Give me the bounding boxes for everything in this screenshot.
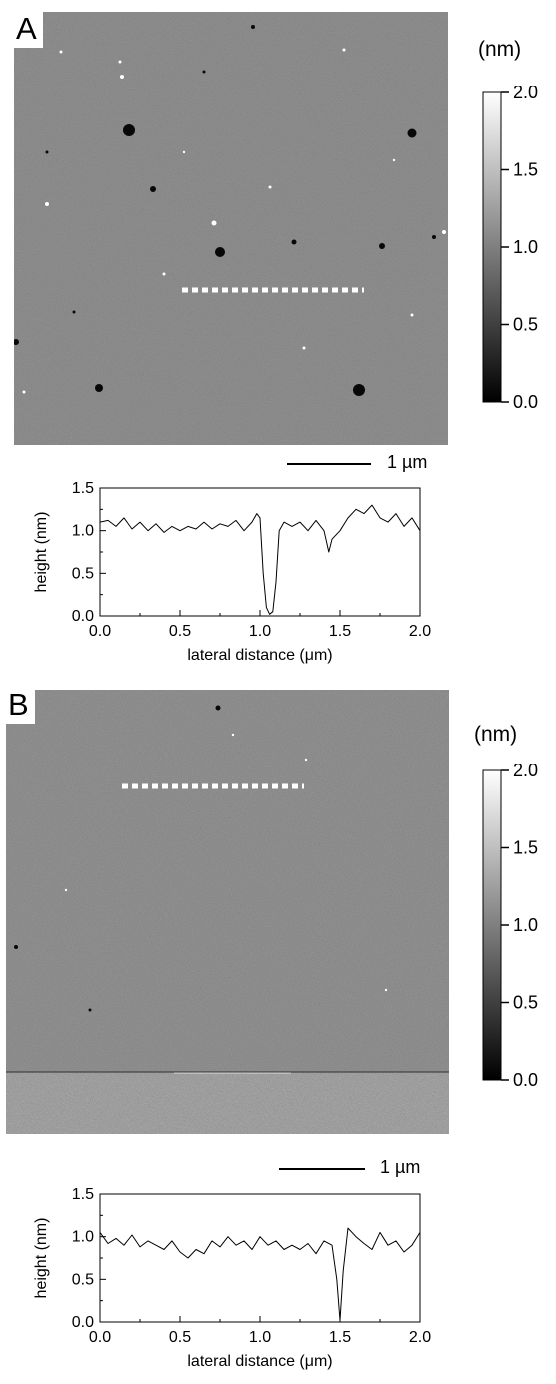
y-tick-label: 1.0: [72, 523, 94, 540]
colorbar-unit: (nm): [474, 723, 518, 746]
plot-frame: [99, 1193, 421, 1323]
x-axis-label: lateral distance (μm): [187, 647, 332, 664]
profile-line: [99, 504, 421, 615]
y-tick-label: 0.5: [72, 565, 94, 582]
profile-line: [99, 1227, 421, 1321]
y-tick-label: 0.0: [72, 1314, 94, 1331]
x-tick-label: 1.0: [249, 1329, 271, 1346]
scale-bar-label: 1 µm: [387, 452, 428, 472]
afm-height-map-icon: [14, 12, 448, 445]
panel-b: B (nm) 2.0 1.5 1.0 0.5 0.0 1 µm: [0, 680, 556, 1370]
colorbar: 2.0 1.5 1.0 0.5 0.0: [482, 82, 556, 416]
colorbar-tick-label: 1.5: [513, 838, 538, 858]
colorbar-tick-label: 1.0: [513, 237, 538, 257]
afm-height-image: [14, 12, 448, 445]
x-tick-label: 1.0: [249, 623, 271, 640]
x-tick-label: 0.0: [89, 1329, 111, 1346]
colorbar-tick-label: 1.5: [513, 160, 538, 180]
x-tick-label: 0.5: [169, 623, 191, 640]
panel-a: A (nm) 2.0 1.5 1.0 0.5 0.0 1 µm: [0, 0, 556, 680]
y-axis-label: height (nm): [33, 1218, 50, 1299]
panel-label: A: [12, 12, 43, 48]
panel-label: B: [4, 688, 35, 724]
colorbar: 2.0 1.5 1.0 0.5 0.0: [482, 760, 556, 1094]
scale-bar: [279, 1168, 365, 1170]
y-tick-label: 1.5: [72, 480, 94, 497]
colorbar-tick-label: 0.0: [513, 1070, 538, 1090]
colorbar-tick-label: 2.0: [513, 764, 538, 780]
colorbar-tick-label: 0.5: [513, 993, 538, 1013]
y-tick-label: 0.5: [72, 1271, 94, 1288]
x-tick-label: 1.5: [329, 1329, 351, 1346]
colorbar-unit: (nm): [478, 38, 522, 61]
colorbar-tick-label: 0.5: [513, 315, 538, 335]
y-tick-label: 0.0: [72, 608, 94, 625]
x-tick-label: 2.0: [409, 623, 431, 640]
x-axis-label: lateral distance (μm): [187, 1353, 332, 1370]
colorbar-tick-label: 0.0: [513, 392, 538, 412]
colorbar-tick-label: 2.0: [513, 86, 538, 102]
x-tick-label: 0.5: [169, 1329, 191, 1346]
y-axis-label: height (nm): [33, 512, 50, 593]
y-tick-label: 1.5: [72, 1186, 94, 1203]
x-tick-label: 0.0: [89, 623, 111, 640]
x-tick-label: 2.0: [409, 1329, 431, 1346]
plot-frame: [99, 487, 421, 617]
height-profile-chart: 0.0 0.5 1.0 1.5 2.0 0.0 0.5 1.0 1.5 lateral dista…: [33, 1186, 431, 1370]
x-tick-label: 1.5: [329, 623, 351, 640]
scale-bar: [287, 463, 371, 465]
scale-bar-label: 1 µm: [380, 1157, 421, 1177]
colorbar-tick-label: 1.0: [513, 915, 538, 935]
afm-height-image: [6, 690, 449, 1134]
height-profile-chart: 0.0 0.5 1.0 1.5 2.0 0.0 0.5 1.0 1.5 lateral dista…: [33, 480, 431, 664]
y-tick-label: 1.0: [72, 1229, 94, 1246]
afm-height-map-icon: [6, 690, 449, 1134]
